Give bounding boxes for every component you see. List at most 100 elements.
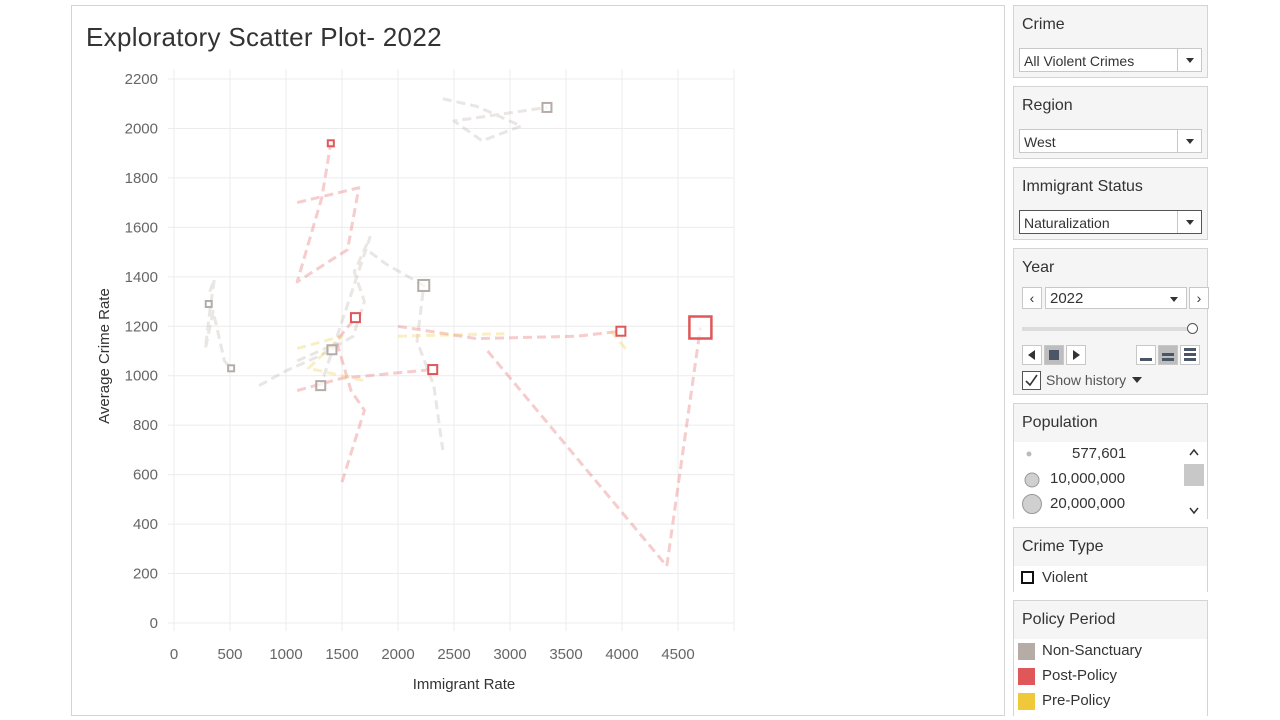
y-tick-label: 800 bbox=[133, 417, 158, 434]
axis-layer: 0 500 1000 1500 2000 2500 3000 3500 4000 4500 0 200… bbox=[96, 71, 695, 693]
scroll-up-icon bbox=[1189, 448, 1199, 456]
speed-fast-button[interactable] bbox=[1180, 345, 1200, 365]
grid-layer bbox=[168, 69, 735, 631]
policy-period-legend: Policy Period Non-Sanctuary Post-Policy … bbox=[1013, 600, 1208, 716]
stop-icon bbox=[1049, 350, 1059, 360]
scatter-plot[interactable]: 0 500 1000 1500 2000 2500 3000 3500 4000 4500 0 200… bbox=[72, 6, 1004, 715]
play-forward-button[interactable] bbox=[1066, 345, 1086, 365]
chevron-down-icon[interactable] bbox=[1177, 49, 1201, 71]
history-trail bbox=[296, 368, 433, 393]
list-item[interactable]: Post-Policy bbox=[1014, 664, 1207, 689]
data-point bbox=[227, 364, 236, 373]
population-list: 577,601 10,000,000 20,000,000 bbox=[1014, 442, 1207, 519]
year-dropdown[interactable]: 2022 bbox=[1045, 287, 1187, 309]
color-swatch bbox=[1018, 643, 1035, 660]
speed-slow-button[interactable] bbox=[1136, 345, 1156, 365]
size-dot-icon bbox=[1022, 494, 1042, 514]
speed-medium-icon bbox=[1162, 353, 1174, 361]
population-item-label: 20,000,000 bbox=[1050, 495, 1126, 512]
immigrant-status-filter: Immigrant Status Naturalization bbox=[1013, 167, 1208, 240]
history-trail bbox=[334, 316, 366, 483]
size-dot-icon bbox=[1026, 451, 1032, 457]
history-trail bbox=[397, 332, 505, 338]
chevron-down-icon[interactable] bbox=[1177, 130, 1201, 152]
crime-type-legend: Crime Type Violent bbox=[1013, 527, 1208, 592]
prev-year-button[interactable]: ‹ bbox=[1022, 287, 1042, 309]
list-item[interactable]: Non-Sanctuary bbox=[1014, 639, 1207, 664]
scroll-thumb[interactable] bbox=[1184, 464, 1204, 486]
crime-type-list: Violent bbox=[1014, 566, 1207, 592]
y-tick-label: 1200 bbox=[125, 318, 158, 335]
region-filter: Region West bbox=[1013, 86, 1208, 159]
year-slider-handle[interactable] bbox=[1187, 323, 1198, 334]
policy-period-label: Pre-Policy bbox=[1042, 692, 1111, 709]
chevron-down-icon[interactable] bbox=[1162, 288, 1186, 308]
data-point bbox=[615, 325, 627, 337]
data-point bbox=[349, 312, 361, 324]
size-dot-icon bbox=[1024, 472, 1040, 488]
history-trail bbox=[442, 97, 548, 143]
x-tick-label: 2000 bbox=[381, 646, 414, 663]
y-tick-label: 200 bbox=[133, 566, 158, 583]
checkmark-icon bbox=[1025, 374, 1038, 387]
year-title: Year bbox=[1022, 259, 1055, 276]
speed-fast-icon bbox=[1184, 348, 1196, 361]
history-trail bbox=[258, 235, 372, 387]
history-trail bbox=[609, 330, 629, 352]
y-tick-label: 1800 bbox=[125, 170, 158, 187]
caret-down-icon[interactable] bbox=[1132, 377, 1142, 385]
region-dropdown[interactable]: West bbox=[1019, 129, 1202, 153]
color-swatch bbox=[1018, 693, 1035, 710]
y-tick-label: 2000 bbox=[125, 120, 158, 137]
year-slider-track[interactable] bbox=[1022, 327, 1190, 331]
y-tick-label: 1400 bbox=[125, 269, 158, 286]
list-item: 577,601 bbox=[1014, 442, 1207, 467]
x-tick-label: 0 bbox=[170, 646, 178, 663]
crime-type-label: Violent bbox=[1042, 569, 1088, 586]
history-layer bbox=[203, 97, 702, 568]
data-point bbox=[541, 101, 553, 113]
history-trail bbox=[486, 327, 702, 568]
list-item: 20,000,000 bbox=[1014, 492, 1207, 517]
chart-title: Exploratory Scatter Plot- 2022 bbox=[86, 22, 442, 52]
region-filter-title: Region bbox=[1022, 97, 1073, 114]
policy-period-list: Non-Sanctuary Post-Policy Pre-Policy bbox=[1014, 639, 1207, 716]
list-item: Violent bbox=[1014, 566, 1207, 591]
chevron-down-icon[interactable] bbox=[1177, 211, 1201, 233]
population-title: Population bbox=[1022, 414, 1098, 431]
play-backward-button[interactable] bbox=[1022, 345, 1042, 365]
play-forward-icon bbox=[1073, 350, 1080, 360]
y-tick-label: 2200 bbox=[125, 71, 158, 88]
show-history-checkbox[interactable] bbox=[1022, 371, 1041, 390]
population-item-label: 577,601 bbox=[1072, 445, 1127, 462]
x-tick-label: 4500 bbox=[661, 646, 694, 663]
next-year-button[interactable]: › bbox=[1189, 287, 1209, 309]
data-point bbox=[427, 364, 439, 376]
immigrant-status-dropdown[interactable]: Naturalization bbox=[1019, 210, 1202, 234]
policy-period-title: Policy Period bbox=[1022, 611, 1116, 628]
x-axis-title: Immigrant Rate bbox=[413, 676, 516, 693]
y-tick-label: 400 bbox=[133, 516, 158, 533]
history-trail bbox=[295, 143, 361, 284]
stop-button[interactable] bbox=[1044, 345, 1064, 365]
year-value: 2022 bbox=[1050, 290, 1084, 307]
show-history-label[interactable]: Show history bbox=[1046, 372, 1127, 388]
color-swatch bbox=[1018, 668, 1035, 685]
x-tick-label: 4000 bbox=[605, 646, 638, 663]
crime-dropdown[interactable]: All Violent Crimes bbox=[1019, 48, 1202, 72]
x-tick-label: 1500 bbox=[325, 646, 358, 663]
list-item[interactable]: Pre-Policy bbox=[1014, 689, 1207, 714]
year-control: Year ‹ 2022 › Show history bbox=[1013, 248, 1209, 395]
population-scrollbar[interactable] bbox=[1184, 444, 1204, 519]
immigrant-status-title: Immigrant Status bbox=[1022, 178, 1143, 195]
points-layer bbox=[204, 101, 713, 392]
data-point bbox=[417, 278, 431, 292]
list-item: 10,000,000 bbox=[1014, 467, 1207, 492]
speed-slow-icon bbox=[1140, 358, 1152, 361]
data-point bbox=[326, 344, 338, 356]
speed-medium-button[interactable] bbox=[1158, 345, 1178, 365]
crime-filter-title: Crime bbox=[1022, 16, 1065, 33]
immigrant-status-value: Naturalization bbox=[1024, 215, 1110, 231]
x-tick-label: 500 bbox=[217, 646, 242, 663]
square-outline-icon bbox=[1021, 571, 1034, 584]
